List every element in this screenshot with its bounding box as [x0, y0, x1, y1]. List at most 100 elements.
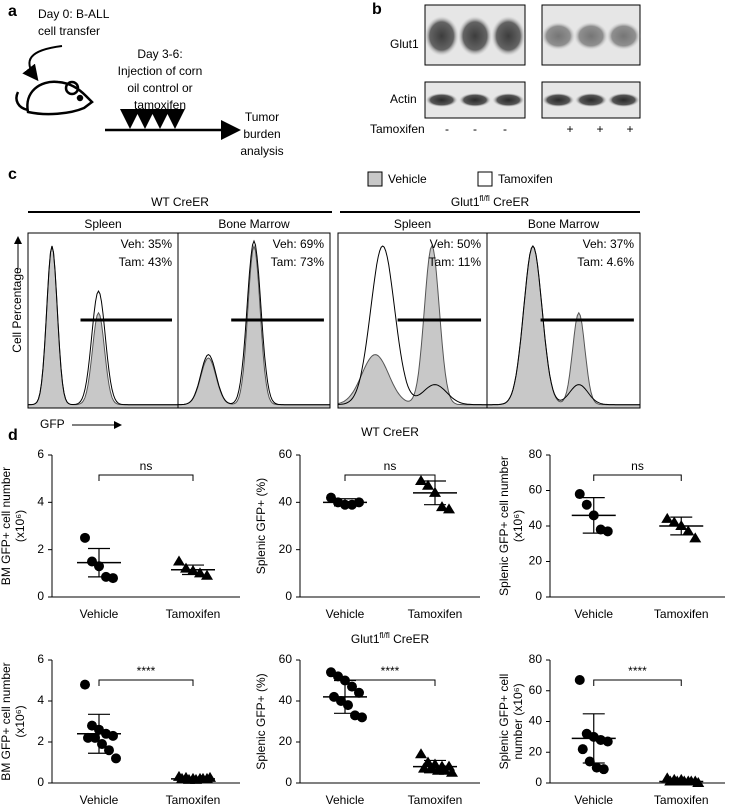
data-point: [661, 512, 674, 523]
treatment-sign: +: [596, 122, 603, 136]
data-point: [598, 764, 609, 775]
histogram-frame: [177, 232, 331, 409]
title-part: fl/fl: [480, 194, 490, 203]
data-point: [415, 748, 427, 759]
treatment-sign: +: [566, 122, 573, 136]
data-point: [689, 532, 702, 543]
histogram-tamoxifen: [178, 239, 330, 406]
dot-plot: 0 2 4 6 BM GFP+ cell number (x10⁶) Vehicle Tamo…: [0, 447, 240, 621]
tissue-label: Bone Marrow: [528, 217, 600, 231]
legend-swatch: [477, 171, 493, 187]
band: [425, 93, 458, 107]
gate-percent: Veh: 50%: [430, 237, 482, 251]
band: [542, 93, 575, 107]
histogram-vehicle: [177, 244, 331, 409]
y-tick-label: 20: [529, 554, 543, 568]
band: [574, 22, 608, 50]
x-tick-label: Vehicle: [326, 607, 365, 621]
error-bar: [582, 497, 605, 534]
tissue-label: Bone Marrow: [218, 217, 290, 231]
significance-label: ****: [137, 664, 156, 678]
y-tick-label: 80: [529, 652, 543, 666]
title-part: Glut1: [351, 632, 380, 646]
error-bar: [182, 564, 204, 576]
band: [607, 93, 640, 107]
y-tick-label: 2: [37, 734, 44, 748]
data-point: [354, 687, 364, 698]
y-tick-label: 60: [529, 483, 543, 497]
data-point: [357, 712, 367, 723]
panel-label: b: [372, 1, 382, 18]
y-tick-label: 40: [279, 495, 293, 509]
band: [492, 93, 525, 107]
y-tick-label: 20: [529, 744, 543, 758]
treatment-label: Tamoxifen: [370, 122, 425, 136]
injection-arrows: [105, 109, 241, 140]
data-point: [602, 526, 613, 537]
significance-label: ns: [140, 459, 153, 473]
significance-label: ns: [384, 459, 397, 473]
significance-bracket: [344, 679, 436, 686]
significance-bracket: [98, 679, 194, 686]
band: [458, 16, 492, 56]
error-bar: [88, 713, 110, 754]
axis-label: Cell Percentage: [10, 267, 24, 353]
data-point: [574, 489, 585, 500]
gate-percent: Tam: 73%: [271, 255, 325, 269]
data-point: [80, 679, 90, 690]
y-tick-label: 0: [37, 775, 44, 789]
y-tick-label: 60: [279, 652, 293, 666]
data-point: [108, 730, 118, 741]
dot-plot: 0 2 4 6 BM GFP+ cell number (x10⁶) Vehicle Tamo…: [0, 652, 240, 805]
treatment-sign: -: [445, 122, 449, 136]
y-tick-label: 20: [279, 542, 293, 556]
band: [424, 16, 459, 56]
band: [459, 93, 491, 107]
group-title: Glut1fl/fl CreER: [451, 194, 530, 210]
mouse-icon: [15, 80, 94, 116]
y-tick-label: 20: [279, 734, 293, 748]
title-part: WT CreER: [361, 425, 419, 439]
x-tick-label: Vehicle: [574, 793, 613, 805]
x-tick-label: Vehicle: [80, 607, 119, 621]
band: [541, 22, 576, 50]
significance-label: ****: [381, 664, 400, 678]
panel-label: d: [8, 427, 18, 444]
step-text: Day 3-6:: [137, 47, 182, 61]
data-point: [574, 674, 585, 685]
tissue-label: Spleen: [394, 217, 431, 231]
data-point: [108, 573, 118, 584]
data-point: [111, 753, 121, 764]
panel-label: c: [8, 166, 17, 183]
y-axis-label: BM GFP+ cell number: [0, 467, 13, 585]
group-title: WT CreER: [361, 425, 419, 439]
data-point: [668, 516, 681, 527]
y-tick-label: 0: [285, 589, 292, 603]
y-tick-label: 0: [285, 775, 292, 789]
western-blot: - - - + + +: [424, 4, 641, 136]
step-text: oil control or: [127, 81, 192, 95]
y-tick-label: 4: [37, 495, 44, 509]
legend-swatch: [367, 171, 383, 187]
error-bar: [334, 498, 356, 507]
data-point: [415, 475, 427, 486]
step-text: burden: [243, 127, 280, 141]
x-tick-label: Tamoxifen: [166, 607, 221, 621]
treatment-sign: +: [626, 122, 633, 136]
x-tick-label: Tamoxifen: [654, 793, 709, 805]
step-text: analysis: [240, 144, 283, 158]
y-tick-label: 40: [529, 518, 543, 532]
data-point: [173, 555, 185, 566]
treatment-sign: -: [503, 122, 507, 136]
arrow: [22, 45, 63, 82]
y-axis-label: BM GFP+ cell number: [0, 662, 13, 780]
error-bar: [88, 547, 110, 578]
step-text: tamoxifen: [134, 98, 186, 112]
y-tick-label: 6: [37, 447, 44, 461]
histogram-vehicle: [27, 245, 179, 409]
y-axis-label: Splenic GFP+ (%): [254, 673, 268, 769]
y-tick-label: 0: [535, 775, 542, 789]
error-bar: [424, 759, 446, 774]
band: [491, 16, 526, 56]
x-tick-label: Tamoxifen: [408, 607, 463, 621]
